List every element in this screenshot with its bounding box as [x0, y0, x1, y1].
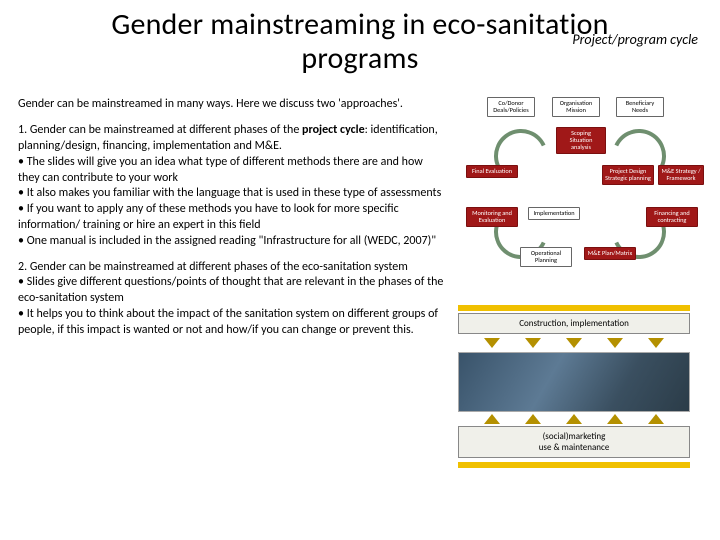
arrow-up-icon: [607, 414, 623, 424]
title-line-2: programs: [301, 40, 418, 77]
approach-1-bullet-1: • The slides will give you an idea what …: [18, 155, 446, 187]
arrow-up-icon: [525, 414, 541, 424]
approach-1-lead-bold: project cycle: [302, 123, 365, 137]
divider-bar-icon: [458, 305, 690, 311]
slide: Gender mainstreaming in eco-sanitation p…: [0, 0, 720, 540]
arrow-down-icon: [566, 338, 582, 348]
arrow-down-icon: [484, 338, 500, 348]
cycle-arc-icon: [486, 122, 555, 191]
cycle-node-me-plan: M&E Plan/Matrix: [584, 247, 636, 260]
cycle-node-beneficiary-needs: Beneficiary Needs: [616, 97, 664, 117]
stages-graphic: Construction, implementation (soc: [458, 305, 690, 470]
sanitation-photo-placeholder: [458, 352, 690, 412]
cycle-node-monitoring-evaluation: Monitoring and Evaluation: [466, 207, 518, 227]
body-columns: Gender can be mainstreamed in many ways.…: [18, 97, 702, 470]
arrow-row-down: [458, 338, 690, 350]
approach-1-bullet-4: • One manual is included in the assigned…: [18, 234, 446, 250]
approach-2-bullet-2: • It helps you to think about the impact…: [18, 307, 446, 339]
approach-1-lead: 1. Gender can be mainstreamed at differe…: [18, 123, 446, 155]
cycle-node-financing: Financing and contracting: [646, 207, 698, 227]
title-line-1: Gender mainstreaming in eco-sanitation: [111, 6, 608, 43]
approach-1-paragraph: 1. Gender can be mainstreamed at differe…: [18, 123, 446, 250]
cycle-node-scoping: Scoping Situation analysis: [556, 127, 606, 154]
cycle-node-operational-planning: Operational Planning: [520, 247, 572, 267]
arrow-row-up: [458, 414, 690, 426]
arrow-down-icon: [607, 338, 623, 348]
approach-2-bullet-1: • Slides give different questions/points…: [18, 275, 446, 307]
cycle-node-implementation: Implementation: [528, 207, 580, 220]
arrow-down-icon: [648, 338, 664, 348]
divider-bar-icon: [458, 462, 690, 468]
approach-1-bullet-2: • It also makes you familiar with the la…: [18, 186, 446, 202]
intro-paragraph: Gender can be mainstreamed in many ways.…: [18, 97, 446, 113]
subtitle-label: Project/program cycle: [572, 31, 698, 48]
approach-2-paragraph: 2. Gender can be mainstreamed at differe…: [18, 260, 446, 339]
arrow-down-icon: [525, 338, 541, 348]
arrow-up-icon: [484, 414, 500, 424]
cycle-node-org-mission: Organisation Mission: [552, 97, 600, 117]
cycle-node-final-evaluation: Final Evaluation: [466, 165, 518, 178]
arrow-up-icon: [648, 414, 664, 424]
project-cycle-diagram: Co/Donor Deals/Policies Organisation Mis…: [458, 97, 702, 297]
arrow-up-icon: [566, 414, 582, 424]
approach-1-bullet-3: • If you want to apply any of these meth…: [18, 202, 446, 234]
cycle-node-me-strategy: M&E Strategy / Framework: [658, 165, 704, 185]
approach-2-lead: 2. Gender can be mainstreamed at differe…: [18, 260, 446, 276]
graphics-column: Co/Donor Deals/Policies Organisation Mis…: [458, 97, 702, 470]
stage-construction: Construction, implementation: [458, 313, 690, 334]
stage-marketing: (social)marketing use & maintenance: [458, 426, 690, 458]
text-column: Gender can be mainstreamed in many ways.…: [18, 97, 446, 470]
cycle-node-donor-policies: Co/Donor Deals/Policies: [487, 97, 535, 117]
cycle-node-project-design: Project Design Strategic planning: [602, 165, 654, 185]
approach-1-lead-before: 1. Gender can be mainstreamed at differe…: [18, 123, 302, 137]
